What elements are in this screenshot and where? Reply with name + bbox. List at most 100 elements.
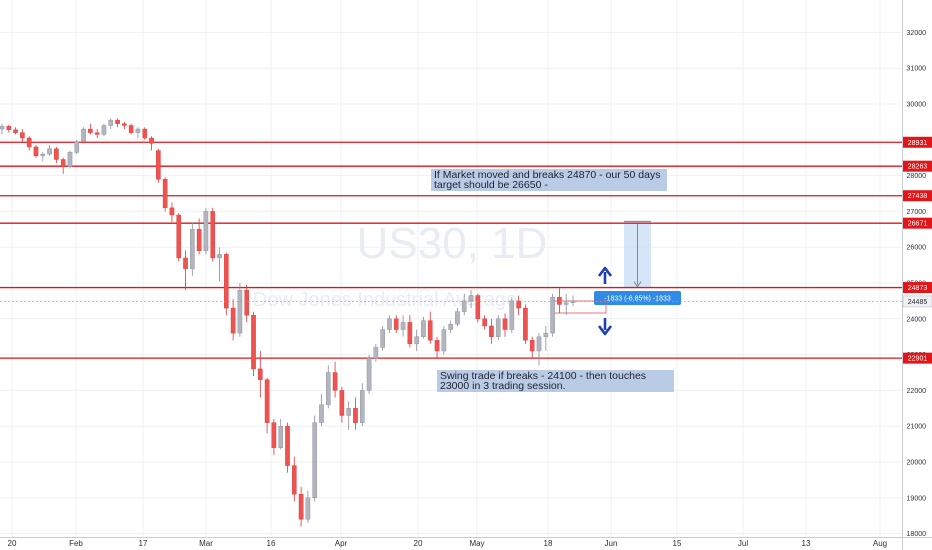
candle-body — [156, 150, 161, 180]
annotation-text: If Market moved and breaks 24870 - our 5… — [434, 169, 660, 181]
price-tick-label: 21000 — [907, 424, 927, 431]
candle-body — [285, 426, 290, 466]
candle-body — [88, 128, 93, 133]
candle-body — [230, 307, 236, 334]
level-price-badge — [903, 352, 932, 364]
up-arrow-head-icon — [597, 266, 613, 277]
current-price-badge — [902, 295, 932, 308]
candle-body — [387, 318, 392, 330]
level-price-badge — [903, 217, 932, 229]
candle-body — [33, 146, 39, 157]
candle-body — [529, 340, 535, 352]
candle-body — [258, 368, 263, 380]
level-price-label: 27438 — [908, 193, 928, 200]
candle-body — [373, 347, 379, 359]
candle-body — [489, 325, 494, 337]
time-axis[interactable]: 20 Feb 17 Mar 16 Apr 20 May 18 Jun 15 Jul 13 Aug — [8, 539, 888, 548]
candle-body — [135, 128, 141, 133]
candle-body — [366, 357, 372, 391]
price-level-labels: 28931 28263 27438 26671 24873 22901 24485 — [0, 136, 932, 364]
candle-body — [461, 300, 467, 312]
candle-series — [0, 118, 576, 527]
annotation-text: 23000 in 3 trading session. — [440, 380, 566, 392]
candle-body — [0, 125, 5, 130]
candle-body — [427, 320, 433, 341]
candle-body — [122, 123, 127, 126]
candle-body — [81, 128, 86, 142]
candle-body — [332, 372, 338, 391]
candle-body — [74, 141, 80, 153]
price-tick-label: 19000 — [907, 495, 927, 502]
candle-body — [244, 289, 250, 316]
level-price-badge — [903, 190, 932, 202]
time-tick-label: Apr — [335, 539, 348, 548]
candle-body — [563, 302, 569, 305]
level-price-badge — [903, 160, 932, 172]
candle-body — [305, 497, 311, 520]
level-price-label: 28931 — [908, 140, 928, 147]
candle-body — [60, 159, 66, 167]
candle-body — [359, 390, 365, 423]
price-tick-label: 22000 — [907, 388, 927, 395]
time-tick-label: Aug — [873, 539, 887, 548]
candle-body — [482, 318, 487, 327]
candle-body — [210, 211, 216, 259]
price-tick-label: 26000 — [907, 245, 927, 252]
candle-body — [475, 295, 481, 319]
time-tick-label: 13 — [802, 539, 811, 548]
candle-body — [67, 152, 73, 167]
price-tick-label: 18000 — [907, 531, 927, 538]
time-tick-label: 15 — [673, 539, 682, 548]
candle-body — [380, 329, 385, 348]
candle-body — [468, 295, 474, 302]
price-tick-label: 32000 — [907, 30, 927, 37]
candle-body — [543, 332, 549, 337]
time-tick-label: Jul — [738, 539, 748, 548]
price-tick-label: 20000 — [907, 460, 927, 467]
candle-body — [26, 137, 32, 148]
candle-body — [251, 315, 256, 370]
text-annotations[interactable]: If Market moved and breaks 24870 - our 5… — [431, 169, 674, 392]
time-tick-label: 18 — [544, 539, 553, 548]
level-price-badge — [903, 282, 932, 294]
candle-body — [169, 207, 175, 216]
price-tick-label: 27000 — [907, 209, 927, 216]
current-price-label: 24485 — [908, 299, 928, 306]
candle-body — [190, 229, 195, 269]
measure-arrowhead — [633, 281, 642, 288]
watermark-symbol: US30, 1D — [357, 219, 548, 268]
candle-body — [291, 465, 297, 495]
candle-body — [224, 254, 229, 309]
candle-body — [502, 318, 508, 330]
candle-body — [516, 300, 521, 309]
candle-body — [325, 372, 331, 405]
time-tick-label: May — [469, 539, 484, 548]
candle-body — [237, 289, 243, 334]
candle-body — [414, 336, 419, 345]
candle-body — [278, 426, 284, 448]
candle-body — [54, 148, 59, 160]
candle-body — [407, 322, 413, 345]
level-price-label: 24873 — [908, 285, 928, 292]
direction-arrows — [597, 266, 613, 336]
candle-body — [94, 132, 100, 135]
candle-body — [393, 318, 399, 330]
level-price-label: 22901 — [908, 356, 928, 363]
candle-body — [128, 125, 134, 133]
price-tick-label: 28000 — [907, 173, 927, 180]
candle-body — [536, 336, 542, 352]
candle-body — [298, 494, 304, 520]
candle-body — [353, 408, 358, 423]
candle-body — [271, 422, 277, 448]
measure-label: -1833 (-6.85%) -1833 — [604, 296, 671, 303]
annotation-box — [431, 169, 667, 191]
annotation-box — [437, 370, 674, 392]
price-range-measure[interactable]: -1833 (-6.85%) -1833 — [550, 220, 681, 314]
symbol-watermark: US30, 1D Dow Jones Industrial Average — [253, 219, 548, 311]
measure-label-box — [594, 291, 681, 305]
watermark-description: Dow Jones Industrial Average — [253, 289, 517, 311]
price-tick-label: 24000 — [907, 316, 927, 323]
candle-body — [40, 153, 46, 157]
candle-body — [203, 211, 209, 251]
